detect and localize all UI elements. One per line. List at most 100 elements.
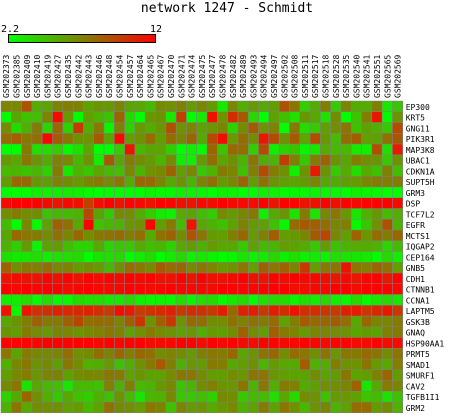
heatmap-cell: [114, 208, 125, 220]
heatmap-cell: [114, 230, 125, 241]
heatmap-cell: [104, 240, 115, 252]
heatmap-cell: [351, 251, 362, 263]
heatmap-cell: [104, 283, 115, 295]
heatmap-cell: [217, 251, 228, 263]
heatmap-cell: [73, 111, 84, 123]
heatmap-cell: [42, 154, 53, 166]
heatmap-cell: [62, 111, 74, 123]
heatmap-cell: [42, 391, 53, 402]
column-label: GSM202465: [146, 54, 155, 98]
heatmap-cell: [93, 391, 104, 402]
heatmap-cell: [258, 111, 269, 123]
heatmap-cell: [392, 197, 403, 209]
heatmap-cell: [186, 187, 197, 198]
heatmap-cell: [248, 240, 259, 252]
heatmap-cell: [114, 240, 125, 252]
heatmap-cell: [176, 208, 187, 220]
heatmap-cell: [104, 251, 115, 263]
heatmap-cell: [340, 219, 352, 230]
heatmap-cell: [268, 197, 280, 209]
heatmap-cell: [93, 122, 104, 134]
heatmap-cell: [361, 380, 372, 392]
heatmap-cell: [371, 251, 383, 263]
heatmap-cell: [11, 240, 22, 252]
heatmap-cell: [93, 165, 104, 177]
heatmap-cell: [124, 208, 135, 220]
heatmap-cell: [248, 369, 259, 381]
heatmap-cell: [52, 133, 63, 144]
heatmap-cell: [258, 230, 269, 241]
heatmap-cell: [21, 208, 32, 220]
column-label: GSM202442: [74, 54, 83, 98]
heatmap-cell: [31, 359, 43, 370]
heatmap-cell: [207, 144, 218, 155]
heatmap-cell: [114, 337, 125, 349]
heatmap-cell: [196, 176, 207, 187]
heatmap-cell: [310, 230, 321, 241]
heatmap-cell: [299, 402, 310, 413]
heatmap-cell: [176, 283, 187, 295]
heatmap-cell: [310, 402, 321, 413]
heatmap-cell: [289, 380, 300, 392]
heatmap-cell: [145, 262, 156, 273]
heatmap-cell: [330, 283, 341, 295]
heatmap-cell: [165, 187, 177, 198]
heatmap-cell: [145, 208, 156, 220]
heatmap-cell: [176, 165, 187, 177]
column-label: GSM202474: [188, 54, 197, 98]
heatmap-cell: [11, 208, 22, 220]
heatmap-cell: [320, 262, 331, 273]
heatmap-cell: [279, 187, 290, 198]
heatmap-cell: [42, 380, 53, 392]
heatmap-cell: [361, 316, 372, 327]
heatmap-cell: [289, 165, 300, 177]
heatmap-cell: [268, 240, 280, 252]
heatmap-cell: [320, 305, 331, 316]
heatmap-cell: [392, 316, 403, 327]
row-label: DSP: [406, 200, 421, 209]
heatmap-cell: [310, 273, 321, 284]
heatmap-cell: [207, 251, 218, 263]
heatmap-cell: [279, 337, 290, 349]
heatmap-cell: [93, 133, 104, 144]
heatmap-cell: [83, 144, 94, 155]
heatmap-cell: [351, 316, 362, 327]
heatmap-cell: [340, 359, 352, 370]
heatmap-cell: [361, 133, 372, 144]
heatmap-cell: [52, 391, 63, 402]
heatmap-cell: [83, 122, 94, 134]
heatmap-cell: [114, 326, 125, 338]
heatmap-cell: [299, 283, 310, 295]
heatmap-cell: [227, 219, 238, 230]
heatmap-cell: [217, 337, 228, 349]
heatmap-cell: [42, 326, 53, 338]
heatmap-cell: [330, 133, 341, 144]
heatmap-cell: [340, 380, 352, 392]
heatmap-cell: [217, 359, 228, 370]
row-label: GRM3: [406, 189, 425, 198]
heatmap-cell: [227, 380, 238, 392]
heatmap-cell: [392, 219, 403, 230]
heatmap-cell: [351, 133, 362, 144]
heatmap-cell: [114, 359, 125, 370]
heatmap-cell: [186, 294, 197, 306]
heatmap-cell: [382, 402, 393, 413]
heatmap-cell: [124, 240, 135, 252]
heatmap-cell: [196, 240, 207, 252]
heatmap-cell: [299, 369, 310, 381]
column-label: GSM202517: [311, 54, 320, 98]
row-label: GNB5: [406, 264, 425, 273]
heatmap-cell: [104, 391, 115, 402]
heatmap-cell: [310, 316, 321, 327]
column-label: GSM202508: [291, 54, 300, 98]
heatmap-cell: [237, 294, 249, 306]
heatmap-cell: [73, 197, 84, 209]
heatmap-cell: [186, 219, 197, 230]
heatmap-cell: [11, 101, 22, 112]
heatmap-cell: [382, 369, 393, 381]
heatmap-cell: [361, 144, 372, 155]
heatmap-cell: [392, 187, 403, 198]
heatmap-cell: [361, 262, 372, 273]
heatmap-cell: [196, 262, 207, 273]
heatmap-cell: [258, 122, 269, 134]
